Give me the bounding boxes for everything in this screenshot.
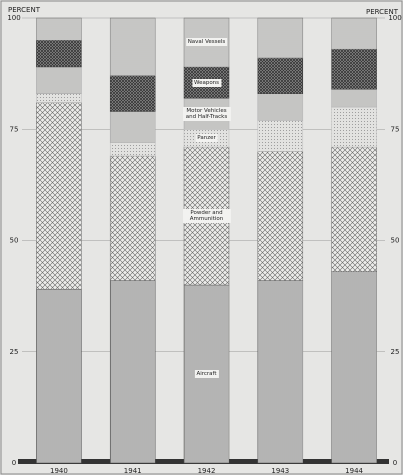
bar-segment — [331, 88, 377, 108]
bar-segment — [257, 57, 304, 94]
bar-segment — [331, 146, 377, 272]
bar-segment — [109, 75, 156, 112]
bar-segment — [109, 155, 156, 281]
y-tick-label: 50 — [10, 237, 19, 245]
bar-segment — [36, 40, 82, 68]
y-tick-label-right: 25 — [391, 348, 400, 356]
bar-segment — [331, 106, 377, 148]
y-tick-label: 75 — [10, 125, 19, 133]
bar-segment — [109, 280, 156, 464]
y-tick-label-right: 100 — [388, 14, 401, 22]
y-tick-label: 100 — [7, 14, 20, 22]
bar-segment — [109, 111, 156, 143]
y-tick-label-right: 50 — [391, 237, 400, 245]
segment-label: Weapons — [191, 78, 222, 87]
segment-label: Panzer — [195, 134, 218, 143]
bar-segment — [36, 289, 82, 464]
bar-segment — [109, 17, 156, 77]
y-axis-label-right: PERCENT — [366, 8, 399, 16]
bar-segment — [257, 120, 304, 152]
bar-segment — [257, 151, 304, 281]
x-tick-label: 1943 — [271, 467, 289, 475]
bar-segment — [36, 93, 82, 103]
bar-segment — [331, 17, 377, 50]
bar-segment — [36, 17, 82, 41]
bar-segment — [36, 66, 82, 94]
bar-segment — [331, 271, 377, 464]
x-tick-label: 1944 — [345, 467, 363, 475]
bar-segment — [331, 48, 377, 90]
bar-segment — [36, 102, 82, 290]
y-tick-label: 0 — [12, 459, 16, 467]
segment-label: Aircraft — [194, 370, 219, 378]
bar-segment — [257, 93, 304, 121]
y-tick-label: 25 — [10, 348, 19, 356]
y-axis-label: PERCENT — [8, 6, 41, 14]
x-tick-label: 1941 — [124, 467, 142, 475]
segment-label: Motor Vehicles and Half-Tracks — [182, 106, 231, 121]
y-tick-label-right: 75 — [391, 125, 400, 133]
segment-label: Naval Vessels — [185, 38, 228, 47]
bar-segment — [109, 142, 156, 157]
bar-segment — [257, 280, 304, 464]
y-tick-label-right: 0 — [393, 459, 397, 467]
segment-label: Powder and Ammunition — [182, 209, 231, 224]
x-tick-label: 1942 — [198, 467, 216, 475]
x-tick-label: 1940 — [50, 467, 68, 475]
bar-segment — [257, 17, 304, 59]
